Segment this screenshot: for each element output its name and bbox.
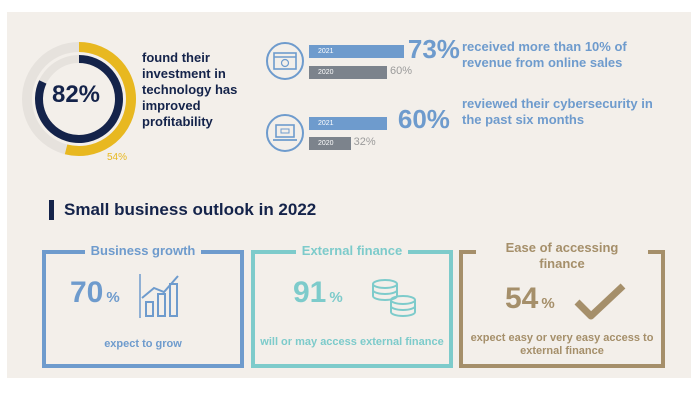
card-external-finance: External finance 91% will or may access … — [251, 243, 453, 368]
checkmark-icon — [574, 283, 626, 320]
card-description: will or may access external finance — [260, 336, 444, 348]
bar-row-cybersecurity — [265, 109, 455, 159]
card-value: 91% — [293, 276, 343, 310]
bar-cyber-2021 — [309, 117, 387, 130]
coins-icon — [372, 279, 416, 317]
card-value: 54% — [505, 282, 555, 316]
card-value-number: 54 — [505, 282, 539, 315]
bar-online-description: received more than 10% of revenue from o… — [462, 39, 627, 70]
browser-icon — [266, 42, 304, 80]
card-ease-of-finance: Ease of accessing finance 54% expect eas… — [459, 240, 665, 368]
card-value-number: 70 — [70, 276, 104, 309]
donut-secondary-value: 54% — [107, 152, 128, 163]
card-value-pct: % — [106, 289, 120, 306]
bar-cyber-2020-value: 32% — [353, 136, 376, 148]
donut-description: found their investment in technology has… — [142, 50, 238, 129]
card-value-number: 91 — [293, 276, 327, 309]
bar-growth-icon — [139, 274, 179, 318]
card-title: Ease of accessing finance — [476, 240, 648, 272]
card-value-pct: % — [541, 295, 555, 312]
card-description: expect easy or very easy access to exter… — [470, 332, 654, 357]
card-value: 70% — [70, 276, 120, 310]
bar-cyber-2020 — [309, 137, 351, 150]
donut-center-value: 82% — [51, 81, 101, 108]
card-business-growth: Business growth 70% expect to grow — [42, 243, 244, 368]
card-description: expect to grow — [104, 338, 182, 350]
bar-year-label: 2021 — [318, 48, 334, 55]
bar-online-2020 — [309, 66, 387, 79]
bar-year-label: 2020 — [318, 140, 334, 147]
infographic-canvas: 82% 54% found their investment in techno… — [7, 12, 691, 378]
bar-year-label: 2021 — [318, 120, 334, 127]
bar-online-2021 — [309, 45, 404, 58]
bar-year-label: 2020 — [318, 69, 334, 76]
bar-cyber-2021-value: 60% — [397, 104, 450, 134]
section-title: Small business outlook in 2022 — [49, 200, 316, 220]
card-value-pct: % — [329, 289, 343, 306]
donut-outer-arc — [64, 42, 136, 156]
bar-online-2020-value: 60% — [390, 65, 413, 77]
bar-online-2021-value: 73% — [407, 34, 460, 64]
card-title: Business growth — [84, 243, 202, 258]
card-title: External finance — [295, 243, 409, 258]
bar-row-online-sales — [265, 37, 455, 87]
bar-cyber-description: reviewed their cybersecurity in the past… — [462, 96, 653, 127]
donut-chart — [22, 42, 136, 156]
donut-inner-arc — [35, 55, 123, 143]
laptop-icon — [266, 114, 304, 152]
